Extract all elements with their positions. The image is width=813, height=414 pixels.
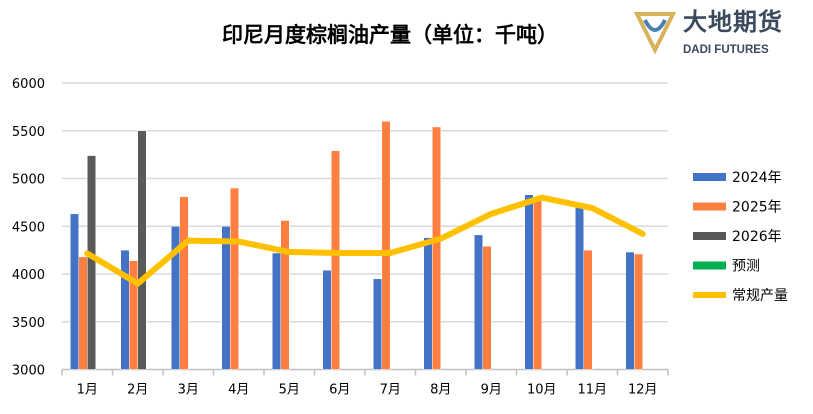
bar-2025年 bbox=[78, 256, 88, 370]
y-tick-label: 6000 bbox=[12, 77, 45, 92]
bar-2024年 bbox=[575, 203, 584, 370]
x-tick-label: 8月 bbox=[430, 383, 451, 398]
bar-2024年 bbox=[221, 226, 231, 370]
y-tick-label: 5000 bbox=[12, 173, 45, 188]
bar-2024年 bbox=[322, 269, 332, 370]
bar-2025年 bbox=[179, 196, 189, 370]
bar-2025年 bbox=[482, 246, 492, 370]
bar-2025年 bbox=[381, 120, 391, 370]
legend-swatch bbox=[693, 173, 726, 181]
y-tick-label: 5500 bbox=[12, 125, 45, 140]
x-tick-label: 5月 bbox=[279, 383, 300, 398]
x-tick-label: 4月 bbox=[228, 383, 249, 398]
bar-2026年 bbox=[137, 130, 147, 370]
x-tick-label: 3月 bbox=[178, 383, 199, 398]
x-tick-label: 6月 bbox=[329, 383, 350, 398]
bar-2025年 bbox=[634, 253, 643, 370]
logo-text-en: DADI FUTURES bbox=[683, 44, 769, 56]
bar-2025年 bbox=[583, 249, 593, 370]
legend-swatch bbox=[693, 202, 726, 211]
x-tick-label: 10月 bbox=[527, 383, 557, 398]
x-tick-label: 1月 bbox=[77, 383, 98, 398]
x-tick-label: 2月 bbox=[127, 383, 148, 398]
bar-2024年 bbox=[524, 194, 534, 370]
bar-2024年 bbox=[423, 237, 433, 370]
y-tick-label: 4500 bbox=[12, 220, 45, 235]
bar-2024年 bbox=[474, 234, 483, 370]
bar-2024年 bbox=[120, 249, 130, 370]
legend-label: 预测 bbox=[732, 259, 760, 275]
legend-label: 2024年 bbox=[732, 170, 782, 186]
bar-2025年 bbox=[533, 199, 542, 370]
y-tick-label: 3000 bbox=[12, 364, 45, 379]
x-tick-label: 12月 bbox=[628, 383, 658, 398]
y-tick-label: 3500 bbox=[12, 316, 45, 331]
bar-2025年 bbox=[432, 126, 441, 370]
company-logo: 大地期货 DADI FUTURES bbox=[633, 8, 808, 60]
legend-label: 2026年 bbox=[732, 229, 782, 245]
bar-2026年 bbox=[87, 155, 96, 370]
legend-label: 2025年 bbox=[732, 200, 782, 216]
legend-swatch bbox=[693, 261, 726, 270]
bar-2024年 bbox=[373, 278, 382, 370]
x-tick-label: 9月 bbox=[481, 383, 502, 398]
bar-2025年 bbox=[280, 220, 290, 370]
chart-title: 印尼月度棕榈油产量（单位：千吨） bbox=[222, 22, 558, 47]
legend-swatch bbox=[693, 232, 726, 240]
bar-2024年 bbox=[625, 251, 635, 370]
logo-mark-icon bbox=[633, 12, 677, 55]
legend-label: 常规产量 bbox=[732, 288, 788, 304]
bar-2025年 bbox=[230, 187, 239, 370]
bar-2025年 bbox=[331, 150, 340, 370]
y-tick-label: 4000 bbox=[12, 268, 45, 283]
logo-text-cn: 大地期货 bbox=[683, 8, 783, 36]
bar-2024年 bbox=[272, 252, 281, 370]
x-tick-label: 11月 bbox=[577, 383, 607, 398]
line-series bbox=[84, 194, 646, 287]
bar-2024年 bbox=[70, 213, 79, 370]
x-tick-label: 7月 bbox=[380, 383, 401, 398]
